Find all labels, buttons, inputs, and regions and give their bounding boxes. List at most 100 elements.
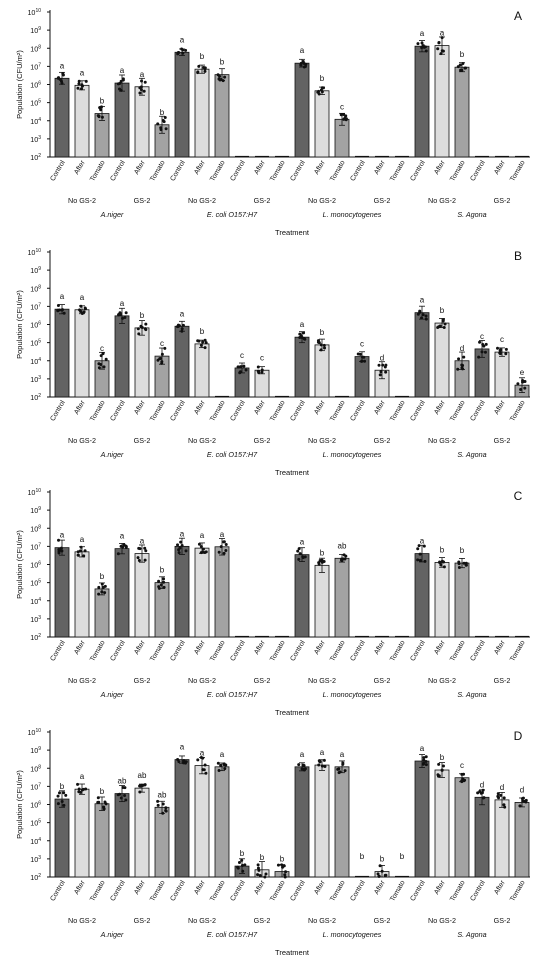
significance-letter: a — [200, 749, 205, 758]
y-tick-label: 109 — [30, 266, 41, 275]
significance-letter: b — [60, 782, 65, 791]
data-point — [461, 367, 465, 371]
panel-a: A 102 103 104 105 106 107 108 109 1010 Population … — [15, 8, 530, 237]
group-label: No GS-2 — [428, 916, 456, 925]
data-point — [180, 329, 184, 333]
data-point — [79, 545, 83, 549]
significance-letter: e — [520, 368, 525, 377]
data-point — [377, 874, 381, 878]
data-point — [119, 544, 123, 548]
data-point — [297, 547, 301, 551]
significance-letter: a — [420, 29, 425, 38]
bar-control — [174, 325, 190, 398]
data-point — [164, 127, 168, 131]
data-point — [343, 116, 347, 120]
x-tick-label: After — [193, 399, 207, 416]
x-tick-label: After — [133, 879, 147, 896]
group-label: No GS-2 — [68, 676, 96, 685]
data-point — [481, 343, 485, 347]
bar-tomato — [514, 802, 530, 878]
x-tick-label: Tomato — [449, 639, 467, 662]
x-tick-label: Tomato — [449, 159, 467, 182]
data-point — [317, 763, 321, 767]
data-point — [518, 804, 522, 808]
data-point — [302, 768, 306, 772]
x-tick-label: Control — [169, 399, 187, 422]
x-tick-label: Control — [409, 159, 427, 182]
data-point — [181, 323, 185, 327]
significance-letter: a — [220, 530, 225, 539]
data-point — [440, 768, 444, 772]
group-label: GS-2 — [494, 436, 511, 445]
data-point — [76, 553, 80, 557]
data-point — [204, 341, 208, 345]
data-point — [97, 800, 101, 804]
data-point — [320, 90, 324, 94]
data-point — [320, 764, 324, 768]
x-tick-label: Tomato — [509, 879, 527, 902]
data-point — [377, 363, 381, 367]
data-point — [137, 559, 141, 563]
data-point — [138, 784, 142, 788]
data-point — [176, 52, 180, 56]
data-point — [100, 582, 104, 586]
bar-after — [254, 369, 270, 398]
data-point — [241, 869, 245, 873]
significance-letter: c — [480, 332, 484, 341]
significance-letter: c — [360, 340, 364, 349]
group-label: No GS-2 — [188, 196, 216, 205]
data-point — [298, 552, 302, 556]
organism-label: E. coli O157:H7 — [207, 690, 258, 699]
x-tick-label: After — [73, 879, 87, 896]
data-point — [256, 863, 260, 867]
data-point — [379, 370, 383, 374]
data-point — [258, 874, 262, 878]
data-point — [283, 875, 287, 879]
data-point — [456, 367, 460, 371]
panel-label: C — [514, 489, 523, 503]
data-point — [157, 579, 161, 583]
data-point — [297, 557, 301, 561]
data-point — [124, 798, 128, 802]
data-point — [119, 79, 123, 83]
significance-letter: c — [460, 761, 464, 770]
significance-letter: a — [180, 743, 185, 752]
data-point — [442, 565, 446, 569]
significance-letter: a — [180, 309, 185, 318]
data-point — [143, 80, 147, 84]
data-point — [442, 560, 446, 564]
data-point — [256, 866, 260, 870]
data-point — [116, 552, 120, 556]
data-point — [76, 782, 80, 786]
data-point — [437, 41, 441, 45]
significance-letter: c — [340, 102, 344, 111]
data-point — [360, 359, 364, 363]
data-point — [301, 555, 305, 559]
data-point — [416, 42, 420, 46]
bar-after — [134, 86, 150, 158]
data-point — [240, 864, 244, 868]
bar-after — [194, 547, 210, 638]
data-point — [159, 583, 163, 587]
bar-control — [294, 336, 310, 398]
data-point — [217, 550, 221, 554]
data-point — [317, 89, 321, 93]
y-tick-label: 103 — [30, 615, 41, 624]
x-tick-label: Tomato — [389, 399, 407, 422]
x-tick-label: After — [73, 399, 87, 416]
x-tick-label: Tomato — [149, 639, 167, 662]
panel-label: A — [514, 9, 522, 23]
data-point — [478, 789, 482, 793]
data-point — [502, 796, 506, 800]
data-point — [421, 313, 425, 317]
data-point — [121, 78, 125, 82]
data-point — [180, 543, 184, 547]
data-point — [101, 352, 105, 356]
group-label: GS-2 — [134, 676, 151, 685]
data-point — [218, 74, 222, 78]
significance-letter: d — [520, 785, 524, 794]
significance-letter: b — [440, 753, 445, 762]
significance-letter: a — [140, 70, 145, 79]
data-point — [60, 800, 64, 804]
